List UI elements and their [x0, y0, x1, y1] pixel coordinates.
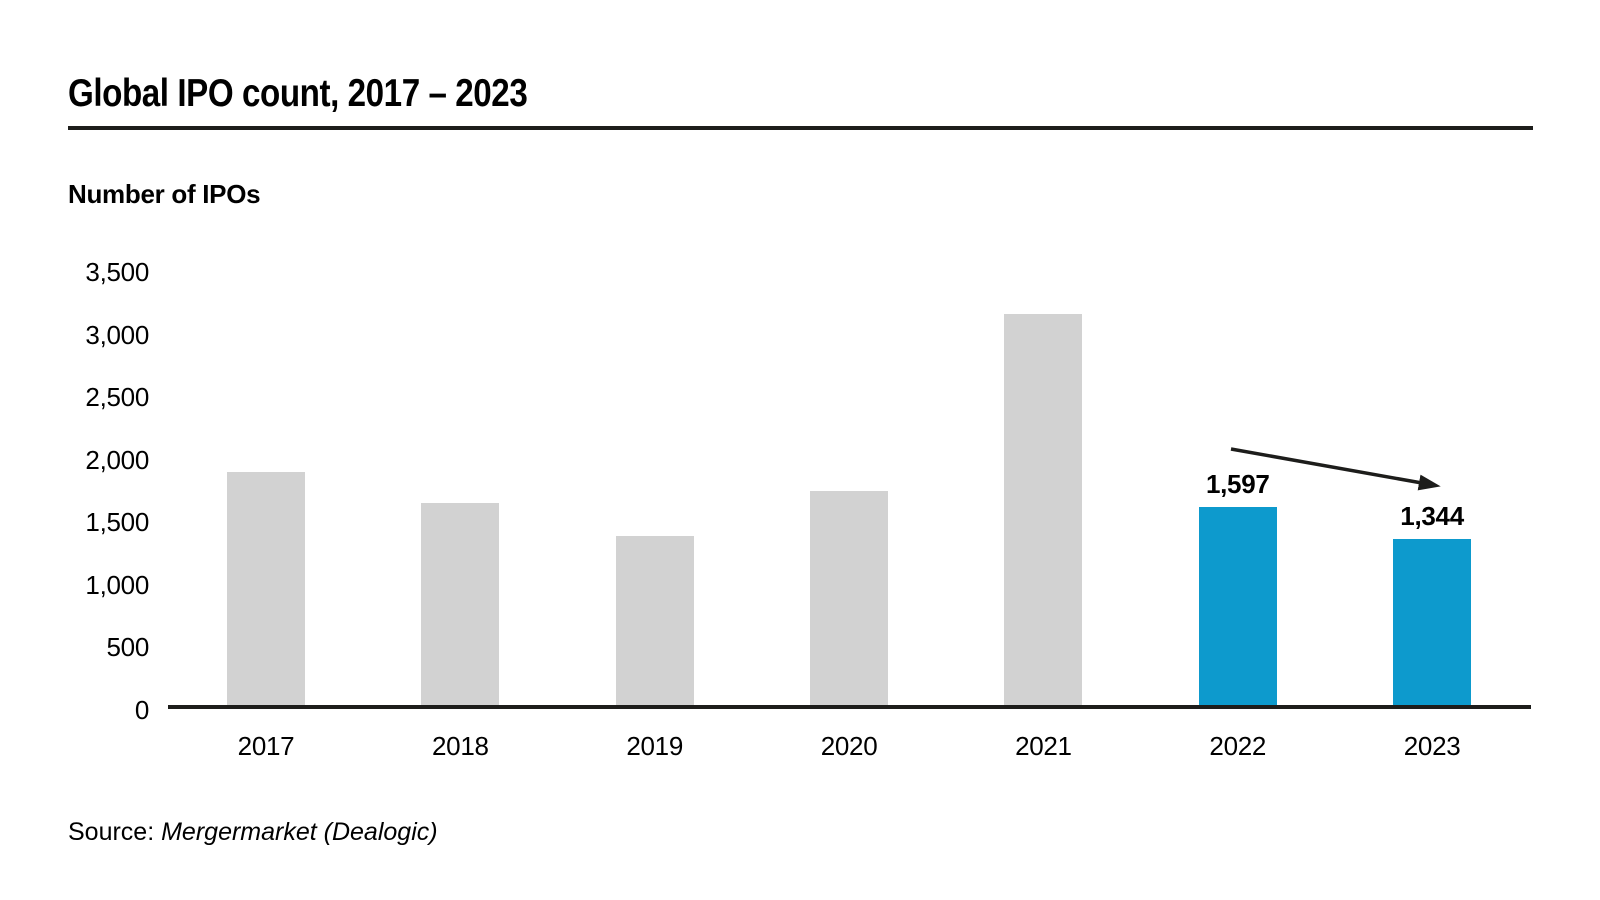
y-tick-label-3,000: 3,000 [85, 319, 149, 350]
y-tick-label-500: 500 [106, 632, 150, 663]
bar-2023 [1393, 538, 1472, 707]
source-note: Source: Mergermarket (Dealogic) [68, 817, 438, 847]
bar-2018 [421, 503, 500, 707]
y-tick-label-2,500: 2,500 [85, 382, 149, 413]
bar-2017 [227, 471, 305, 707]
x-tick-label-2022: 2022 [1209, 731, 1267, 761]
y-tick-label-0: 0 [134, 695, 149, 725]
bar-2021 [1004, 314, 1083, 707]
y-axis-title: Number of IPOs [68, 179, 261, 209]
decline-arrow-icon [1220, 435, 1470, 505]
bar-value-label-2023: 1,344 [1400, 500, 1464, 531]
source-text: Mergermarket (Dealogic) [161, 818, 438, 846]
x-tick-label-2023: 2023 [1403, 731, 1461, 761]
bar-value-label-2022: 1,597 [1205, 469, 1270, 500]
bar-2019 [615, 535, 694, 707]
x-axis-line [168, 704, 1531, 709]
x-tick-label-2021: 2021 [1015, 731, 1072, 761]
x-tick-label-2017: 2017 [237, 731, 295, 761]
x-tick-label-2020: 2020 [820, 731, 878, 761]
bar-2020 [810, 490, 889, 707]
x-tick-label-2018: 2018 [432, 731, 489, 761]
title-rule [68, 126, 1533, 130]
x-tick-label-2019: 2019 [626, 731, 683, 761]
source-prefix: Source: [68, 818, 162, 846]
y-tick-label-2,000: 2,000 [85, 444, 149, 475]
y-tick-label-1,000: 1,000 [85, 569, 149, 600]
bar-2022 [1198, 507, 1277, 707]
y-tick-label-1,500: 1,500 [85, 507, 149, 538]
chart-title: Global IPO count, 2017 – 2023 [68, 72, 528, 115]
y-tick-label-3,500: 3,500 [85, 257, 149, 288]
